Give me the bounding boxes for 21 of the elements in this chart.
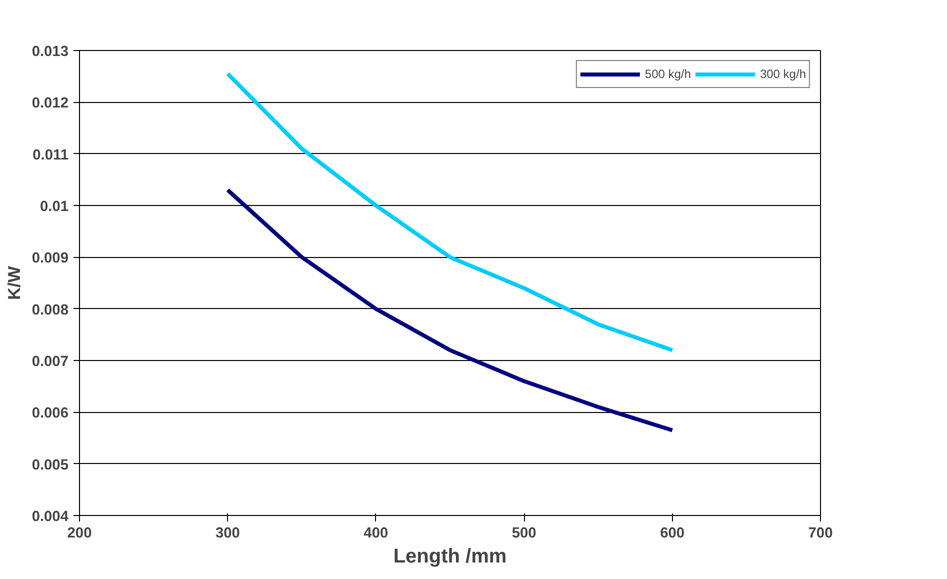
x-tick-label: 500 — [512, 526, 536, 542]
y-tick-label: 0.006 — [32, 406, 69, 422]
x-axis-title: Length /mm — [393, 546, 507, 568]
x-tick-label: 400 — [364, 526, 388, 542]
y-tick-label: 0.007 — [32, 354, 69, 370]
x-tick-label: 600 — [660, 526, 685, 542]
y-tick-label: 0.01 — [40, 199, 69, 215]
y-tick-label: 0.011 — [32, 147, 69, 164]
line-series — [226, 188, 674, 432]
legend-label: 300 kg/h — [760, 67, 806, 81]
y-tick-label: 0.009 — [32, 250, 69, 267]
legend-label: 500 kg/h — [644, 67, 691, 81]
y-tick-label: 0.004 — [32, 509, 70, 525]
y-tick-label: 0.012 — [32, 96, 69, 112]
x-tick-label: 300 — [215, 526, 240, 542]
x-tick-label: 700 — [808, 526, 833, 542]
y-tick-label: 0.005 — [32, 457, 69, 474]
y-tick-label: 0.008 — [32, 302, 69, 318]
x-tick-label: 200 — [67, 526, 92, 542]
y-tick-label: 0.013 — [32, 44, 69, 60]
y-axis-title: K/W — [4, 266, 24, 300]
